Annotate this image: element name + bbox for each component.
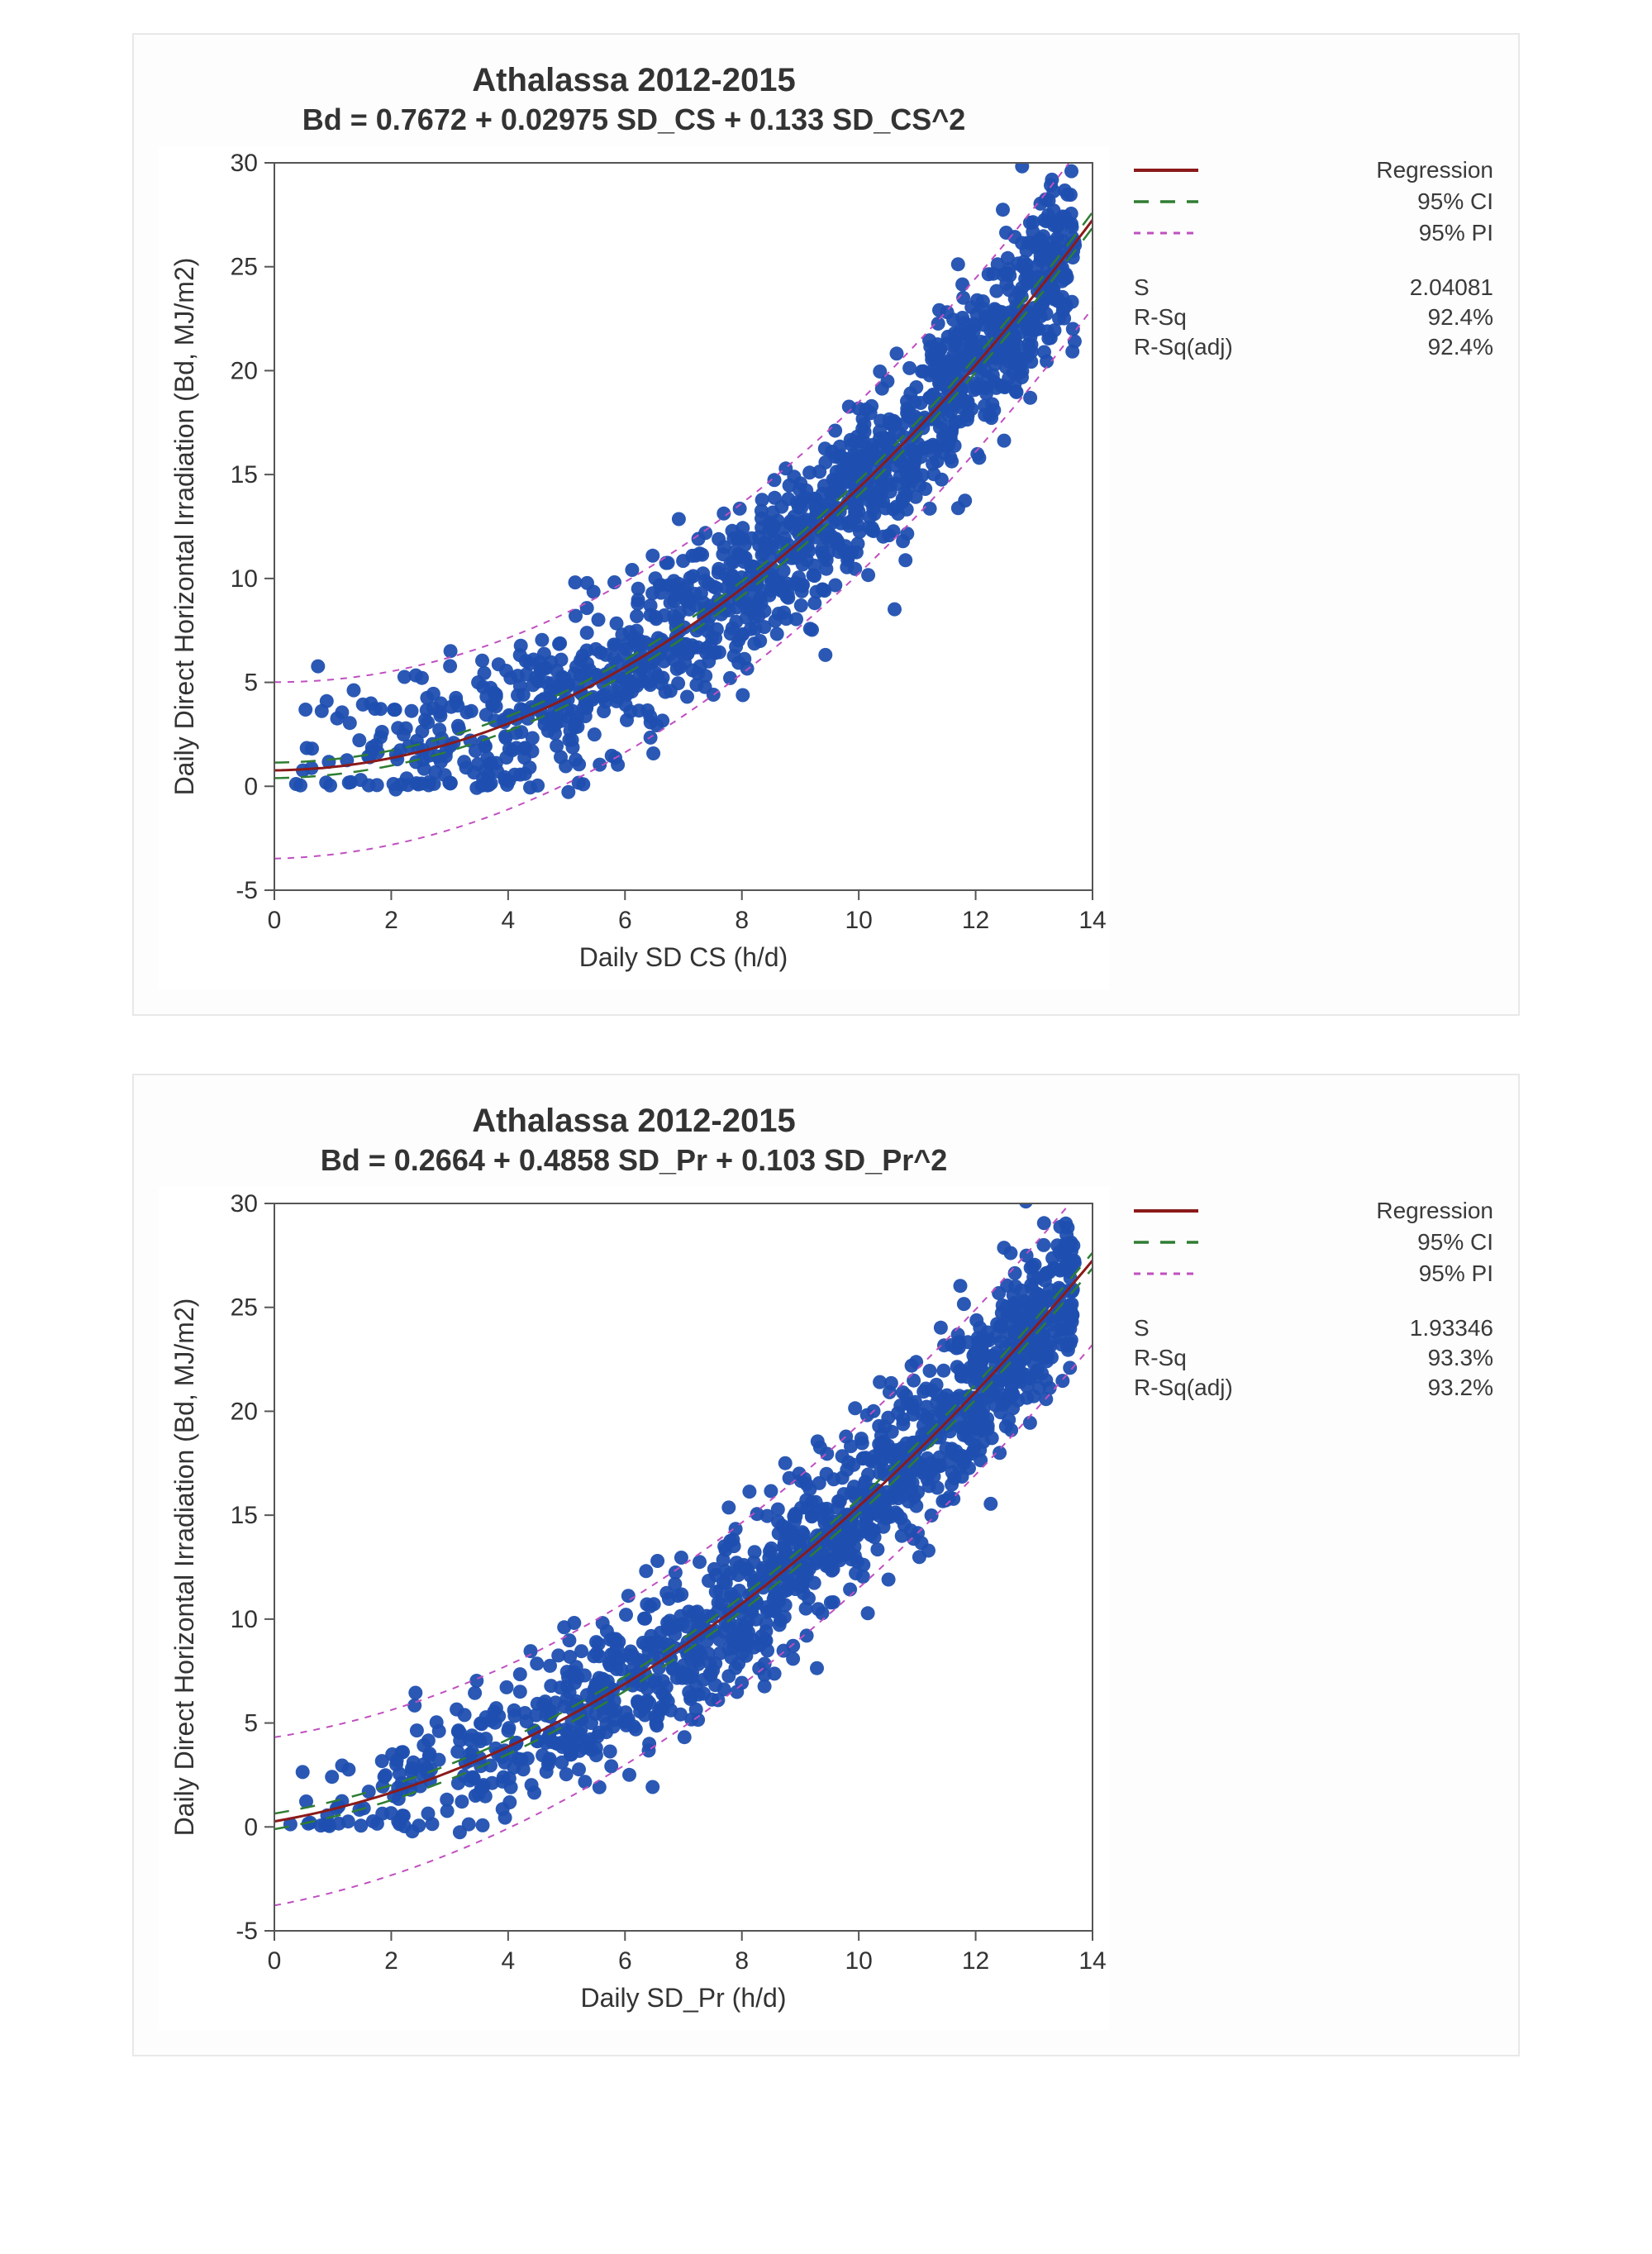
svg-text:0: 0 [244,1813,258,1841]
svg-text:25: 25 [231,1294,258,1322]
stat-key: S [1134,1315,1150,1341]
svg-text:15: 15 [231,461,258,488]
svg-text:0: 0 [268,1947,282,1975]
stat-value: 1.93346 [1410,1315,1493,1341]
chart-subtitle: Bd = 0.2664 + 0.4858 SD_Pr + 0.103 SD_Pr… [159,1141,1109,1179]
legend-item: 95% PI [1134,1260,1493,1287]
stat-key: R-Sq [1134,1345,1187,1371]
stat-row: R-Sq(adj) 93.2% [1134,1375,1493,1401]
svg-text:10: 10 [845,1947,872,1975]
svg-text:6: 6 [618,1947,632,1975]
legend-label: 95% CI [1213,1229,1493,1256]
stat-key: R-Sq [1134,304,1187,331]
legend-label: 95% PI [1213,220,1493,246]
svg-text:-5: -5 [236,877,258,904]
svg-text:12: 12 [962,1947,989,1975]
legend-stats-panel: Regression95% CI95% PIS2.04081R-Sq92.4%R… [1109,60,1493,364]
legend-swatch-icon [1134,1263,1198,1284]
chart-panel-0: Athalassa 2012-2015Bd = 0.7672 + 0.02975… [132,33,1520,1016]
legend-label: Regression [1213,1198,1493,1224]
svg-text:0: 0 [244,773,258,800]
y-axis-label: Daily Direct Horizontal Irradiation (Bd,… [169,1299,199,1837]
chart-title: Athalassa 2012-2015 [159,60,1109,101]
svg-text:14: 14 [1078,907,1106,934]
stat-row: R-Sq 92.4% [1134,304,1493,331]
svg-text:0: 0 [268,907,282,934]
x-axis-label: Daily SD_Pr (h/d) [581,1983,787,2013]
svg-text:30: 30 [231,150,258,177]
legend-item: Regression [1134,1198,1493,1224]
svg-text:5: 5 [244,1710,258,1737]
scatter-plot: 0 2 4 6 8 10 12 14 -5 0 5 10 15 20 25 30 Daily SD_Pr (h/… [159,1187,1109,2030]
svg-text:10: 10 [845,907,872,934]
legend-swatch-icon [1134,222,1198,244]
svg-text:14: 14 [1078,1947,1106,1975]
legend-swatch-icon [1134,1200,1198,1222]
stat-key: R-Sq(adj) [1134,334,1233,360]
svg-text:30: 30 [231,1190,258,1218]
svg-text:12: 12 [962,907,989,934]
svg-text:2: 2 [384,1947,398,1975]
svg-text:6: 6 [618,907,632,934]
legend-item: Regression [1134,157,1493,183]
legend-item: 95% PI [1134,220,1493,246]
stat-row: S 2.04081 [1134,274,1493,301]
stat-key: R-Sq(adj) [1134,1375,1233,1401]
legend-stats-panel: Regression95% CI95% PIS1.93346R-Sq93.3%R… [1109,1100,1493,1404]
stat-row: R-Sq 93.3% [1134,1345,1493,1371]
legend-swatch-icon [1134,160,1198,181]
svg-text:20: 20 [231,357,258,384]
svg-text:10: 10 [231,1606,258,1633]
stat-row: S 1.93346 [1134,1315,1493,1341]
stat-value: 2.04081 [1410,274,1493,301]
svg-text:20: 20 [231,1398,258,1425]
svg-text:-5: -5 [236,1918,258,1945]
chart-subtitle: Bd = 0.7672 + 0.02975 SD_CS + 0.133 SD_C… [159,101,1109,138]
svg-text:4: 4 [502,1947,516,1975]
chart-title: Athalassa 2012-2015 [159,1100,1109,1141]
scatter-plot: 0 2 4 6 8 10 12 14 -5 0 5 10 15 20 25 30 Daily SD CS (h/… [159,146,1109,989]
svg-text:15: 15 [231,1502,258,1529]
legend-label: 95% PI [1213,1260,1493,1287]
legend-label: Regression [1213,157,1493,183]
legend-label: 95% CI [1213,188,1493,215]
svg-text:8: 8 [735,907,749,934]
legend-swatch-icon [1134,191,1198,212]
svg-text:10: 10 [231,565,258,593]
svg-text:4: 4 [502,907,516,934]
svg-text:8: 8 [735,1947,749,1975]
svg-text:25: 25 [231,254,258,281]
legend-item: 95% CI [1134,188,1493,215]
stat-row: R-Sq(adj) 92.4% [1134,334,1493,360]
stat-value: 93.2% [1428,1375,1493,1401]
legend-item: 95% CI [1134,1229,1493,1256]
stat-value: 92.4% [1428,334,1493,360]
svg-text:2: 2 [384,907,398,934]
stat-value: 93.3% [1428,1345,1493,1371]
legend-swatch-icon [1134,1232,1198,1253]
y-axis-label: Daily Direct Horizontal Irradiation (Bd,… [169,258,199,796]
svg-text:5: 5 [244,670,258,697]
stat-key: S [1134,274,1150,301]
stat-value: 92.4% [1428,304,1493,331]
x-axis-label: Daily SD CS (h/d) [579,942,788,972]
chart-panel-1: Athalassa 2012-2015Bd = 0.2664 + 0.4858 … [132,1074,1520,2056]
